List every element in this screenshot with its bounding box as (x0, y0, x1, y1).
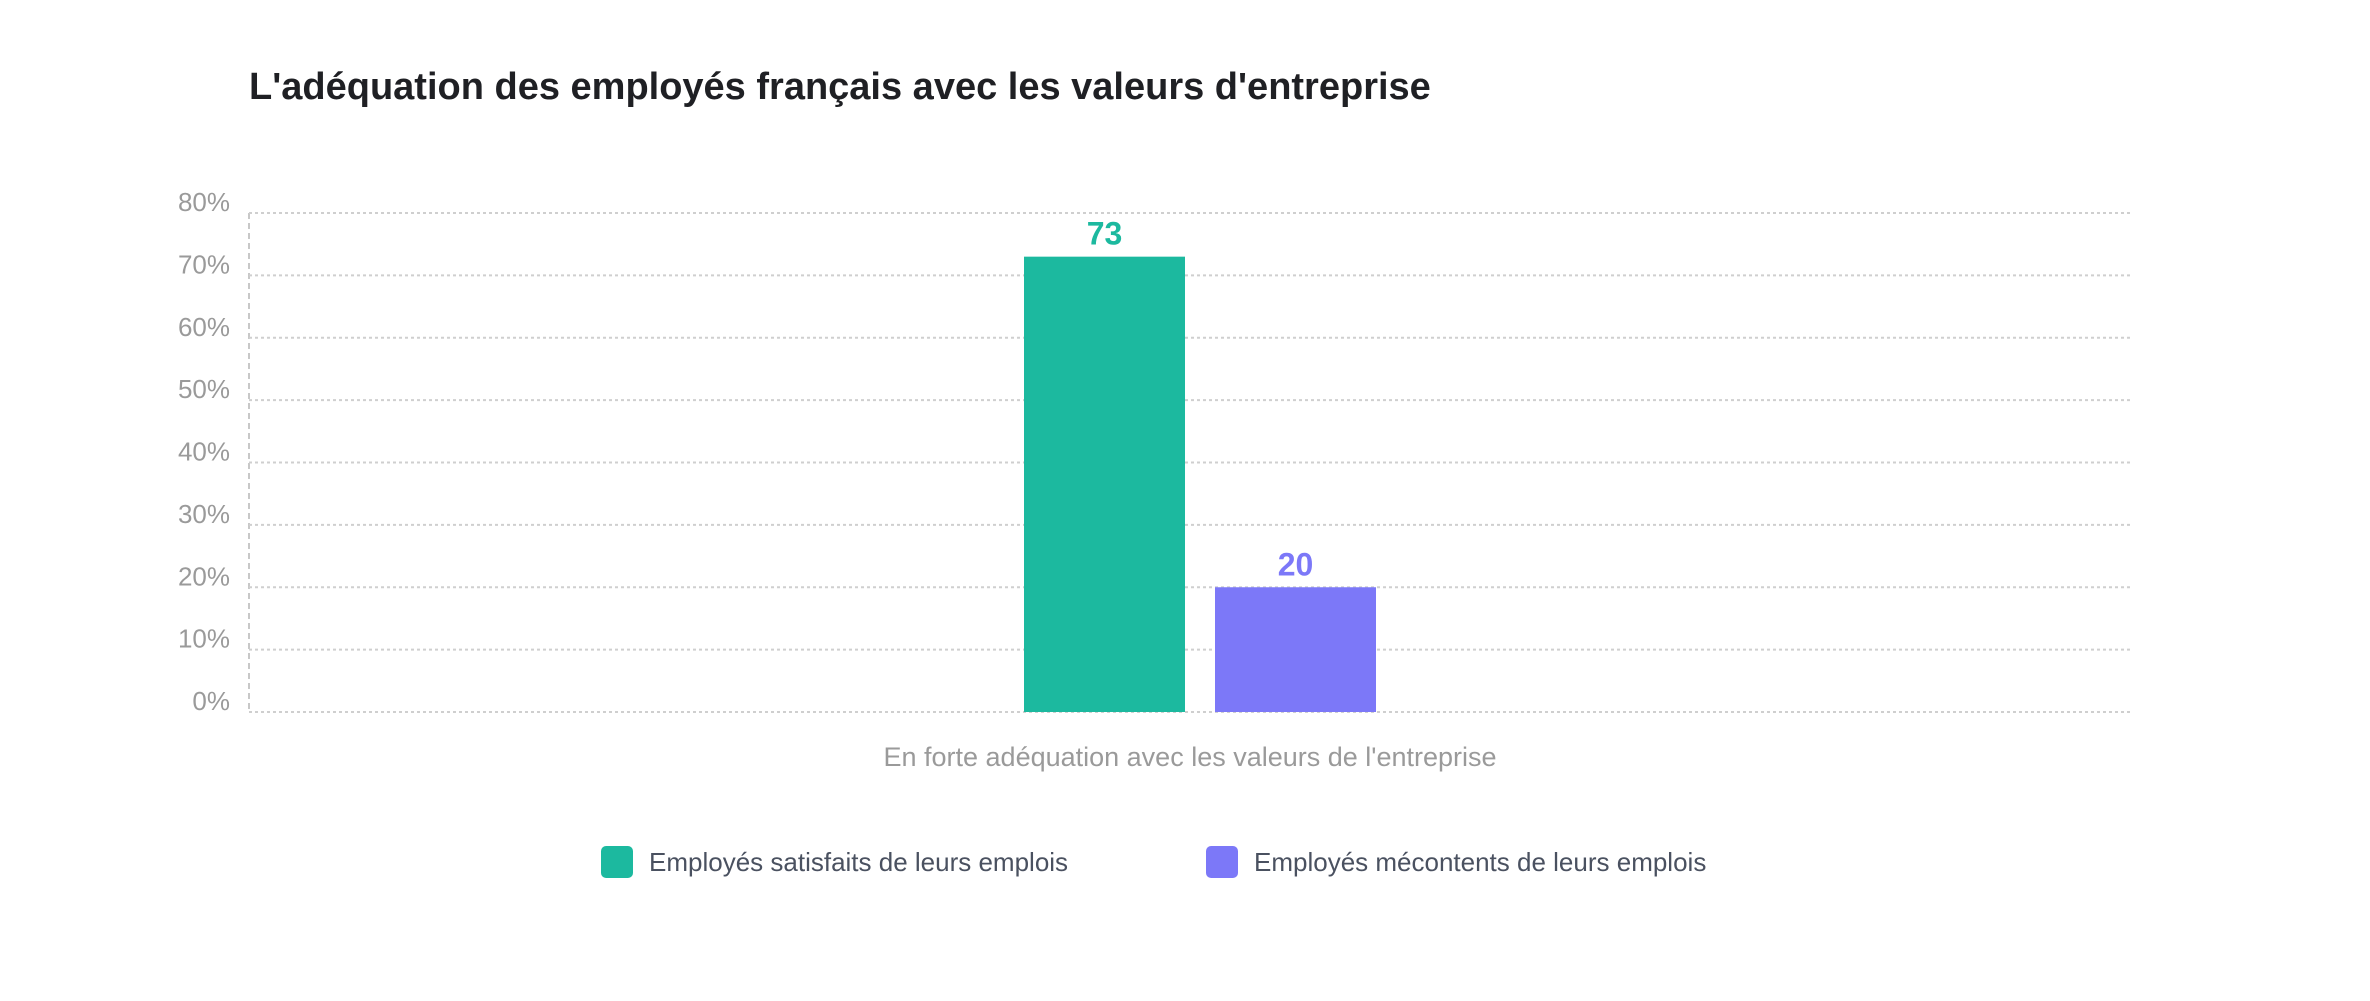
data-label: 73 (1087, 216, 1123, 252)
y-tick-label: 0% (192, 686, 230, 716)
legend-item-unsatisfied[interactable]: Employés mécontents de leurs emplois (1206, 846, 1706, 878)
y-tick-label: 10% (178, 624, 230, 654)
y-tick-label: 40% (178, 437, 230, 467)
x-tick-label: En forte adéquation avec les valeurs de … (883, 742, 1496, 772)
legend-label: Employés mécontents de leurs emplois (1254, 846, 1707, 877)
legend-swatch (601, 846, 633, 878)
y-tick-label: 20% (178, 561, 230, 591)
y-tick-label: 80% (178, 187, 230, 217)
bar (1215, 587, 1376, 712)
y-tick-label: 50% (178, 374, 230, 404)
bar (1024, 256, 1185, 712)
data-label: 20 (1278, 546, 1314, 582)
y-tick-label: 70% (178, 249, 230, 279)
chart-title: L'adéquation des employés français avec … (249, 66, 1431, 108)
legend-label: Employés satisfaits de leurs emplois (649, 846, 1069, 877)
y-tick-label: 60% (178, 312, 230, 342)
legend-item-satisfied[interactable]: Employés satisfaits de leurs emplois (601, 846, 1068, 878)
legend-swatch (1206, 846, 1238, 878)
y-tick-label: 30% (178, 499, 230, 529)
